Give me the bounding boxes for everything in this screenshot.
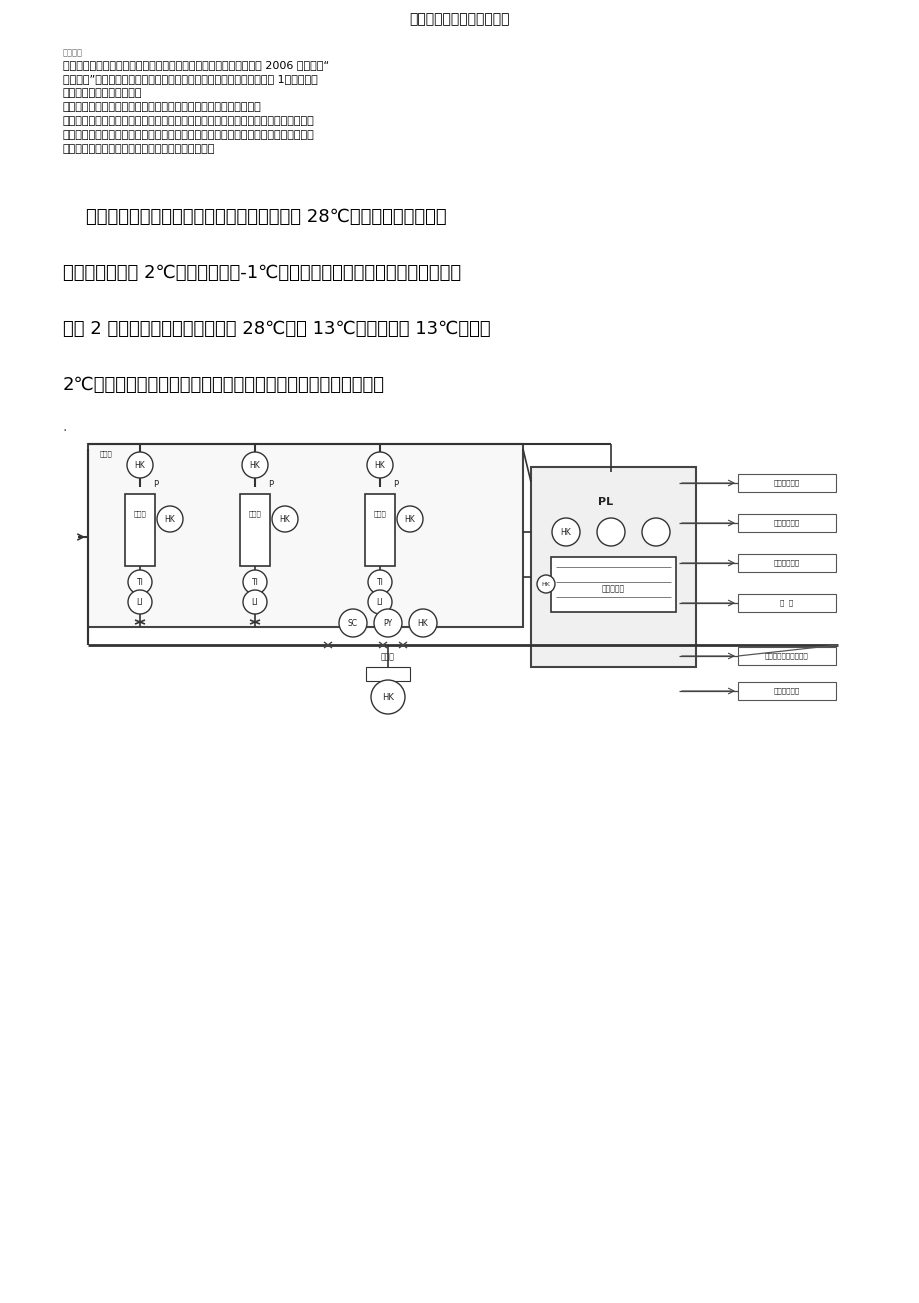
Text: 冰水罐: 冰水罐 [373,511,386,517]
Bar [737,474,835,493]
Text: 正式把冰水蓄冷项目设计到图纸上并注明操作规程，同年发布论文在 2006 年第三期“: 正式把冰水蓄冷项目设计到图纸上并注明操作规程，同年发布论文在 2006 年第三期… [62,60,329,70]
Circle shape [127,452,153,478]
Circle shape [368,569,391,594]
Text: P: P [268,480,273,489]
Text: HK: HK [541,581,550,586]
Text: P: P [153,480,158,489]
Circle shape [338,609,367,637]
Bar [737,513,835,532]
Circle shape [157,506,183,532]
Text: 脱氧罐冷却水: 脱氧罐冷却水 [773,560,800,567]
Text: LI: LI [137,598,143,606]
Text: HK: HK [134,460,145,469]
Text: LI: LI [252,598,258,606]
Text: HK: HK [279,515,290,524]
Text: HK: HK [374,460,385,469]
Text: 补水泵: 补水泵 [380,653,394,662]
Text: 解成 2 级冷却进行，第一级冷却从 28℃降到 13℃，第二级从 13℃冷却到: 解成 2 级冷却进行，第一级冷却从 28℃降到 13℃，第二级从 13℃冷却到 [62,321,490,337]
Text: HK: HK [165,515,176,524]
Bar [737,681,835,700]
Text: TI: TI [136,577,143,586]
Text: HK: HK [560,528,571,537]
Text: 2℃，这样就把一部分的蒸发工作放到了高工况下进行，另一部分: 2℃，这样就把一部分的蒸发工作放到了高工况下进行，另一部分 [62,377,384,394]
Text: 醑造水冷冻罐醑造水泵: 醑造水冷冻罐醑造水泵 [765,653,808,659]
Bar [125,494,154,566]
Circle shape [641,519,669,546]
Text: 制冷系统节能技术实行措施: 制冷系统节能技术实行措施 [409,12,510,26]
Text: 啊酒科技”全国性刷物上，运转多年来成效明显并获取广泛好评。见附图 1：二、冰水: 啊酒科技”全国性刷物上，运转多年来成效明显并获取广泛好评。见附图 1：二、冰水 [62,74,317,83]
Text: P: P [393,480,398,489]
Circle shape [243,590,267,614]
Text: PL: PL [597,496,613,507]
Text: ·: · [62,423,67,438]
Text: 蒸发压力越低，可以获取更大的制冷量到制冷效量。所以在保证工艺冷却能力不变的状: 蒸发压力越低，可以获取更大的制冷量到制冷效量。所以在保证工艺冷却能力不变的状 [62,130,314,139]
Bar [240,494,269,566]
Text: 制  冷: 制 冷 [779,599,793,606]
Text: 冰水罐: 冰水罐 [133,511,146,517]
Circle shape [243,569,267,594]
Text: 蒸气缸冷却水: 蒸气缸冷却水 [773,480,800,486]
Bar [530,466,696,667]
Circle shape [596,519,624,546]
Text: TI: TI [376,577,383,586]
Circle shape [397,506,423,532]
Text: 冰水、脱氧水双级冷却技术是最近几年来我院要点推行的节能新技术: 冰水、脱氧水双级冷却技术是最近几年来我院要点推行的节能新技术 [62,102,262,112]
Text: HK: HK [249,460,260,469]
Bar [737,594,835,612]
Bar [366,667,410,681]
Text: 水一次性冷却到 2℃，蒸发温度在-1℃左右。双级冷倒是做法是把这一过程分: 水一次性冷却到 2℃，蒸发温度在-1℃左右。双级冷倒是做法是把这一过程分 [62,265,460,281]
Text: 门了水: 门了水 [100,451,113,457]
Circle shape [537,575,554,593]
Text: 啊酒厂制备冰水、脱氧水的传统工艺方案是把 28℃左右的醑造水和脱氧: 啊酒厂制备冰水、脱氧水的传统工艺方案是把 28℃左右的醑造水和脱氧 [62,208,446,225]
Bar [365,494,394,566]
Circle shape [367,452,392,478]
Text: HK: HK [417,619,428,628]
Circle shape [128,590,152,614]
Text: SC: SC [347,619,357,628]
Circle shape [374,609,402,637]
Circle shape [409,609,437,637]
Text: LI: LI [377,598,383,606]
Text: 精选文档: 精选文档 [62,48,83,57]
Bar [550,556,675,612]
Bar [88,444,522,627]
Text: 况下，合适提升蒸发温度即可以获取更多的制冷量。: 况下，合适提升蒸发温度即可以获取更多的制冷量。 [62,145,215,154]
Text: 氨液罐冷却水: 氨液罐冷却水 [773,520,800,526]
Bar [737,648,835,665]
Circle shape [370,680,404,714]
Text: HK: HK [404,515,414,524]
Text: 和脱氧水系统双级冷却技术: 和脱氧水系统双级冷却技术 [62,89,142,98]
Circle shape [368,590,391,614]
Circle shape [242,452,267,478]
Text: 板式换热器: 板式换热器 [601,585,624,593]
Text: PY: PY [383,619,392,628]
Text: 冷水去冷管房: 冷水去冷管房 [773,688,800,694]
Text: 冰水罐: 冰水罐 [248,511,261,517]
Text: HK: HK [381,692,393,701]
Circle shape [551,519,579,546]
Text: TI: TI [251,577,258,586]
Text: 蒸发压力越低下所消耗的单位：在条件稳定的蒸发过程中，在径缩压力稳固的状况下，: 蒸发压力越低下所消耗的单位：在条件稳定的蒸发过程中，在径缩压力稳固的状况下， [62,116,314,126]
Circle shape [272,506,298,532]
Circle shape [128,569,152,594]
Bar [737,554,835,572]
